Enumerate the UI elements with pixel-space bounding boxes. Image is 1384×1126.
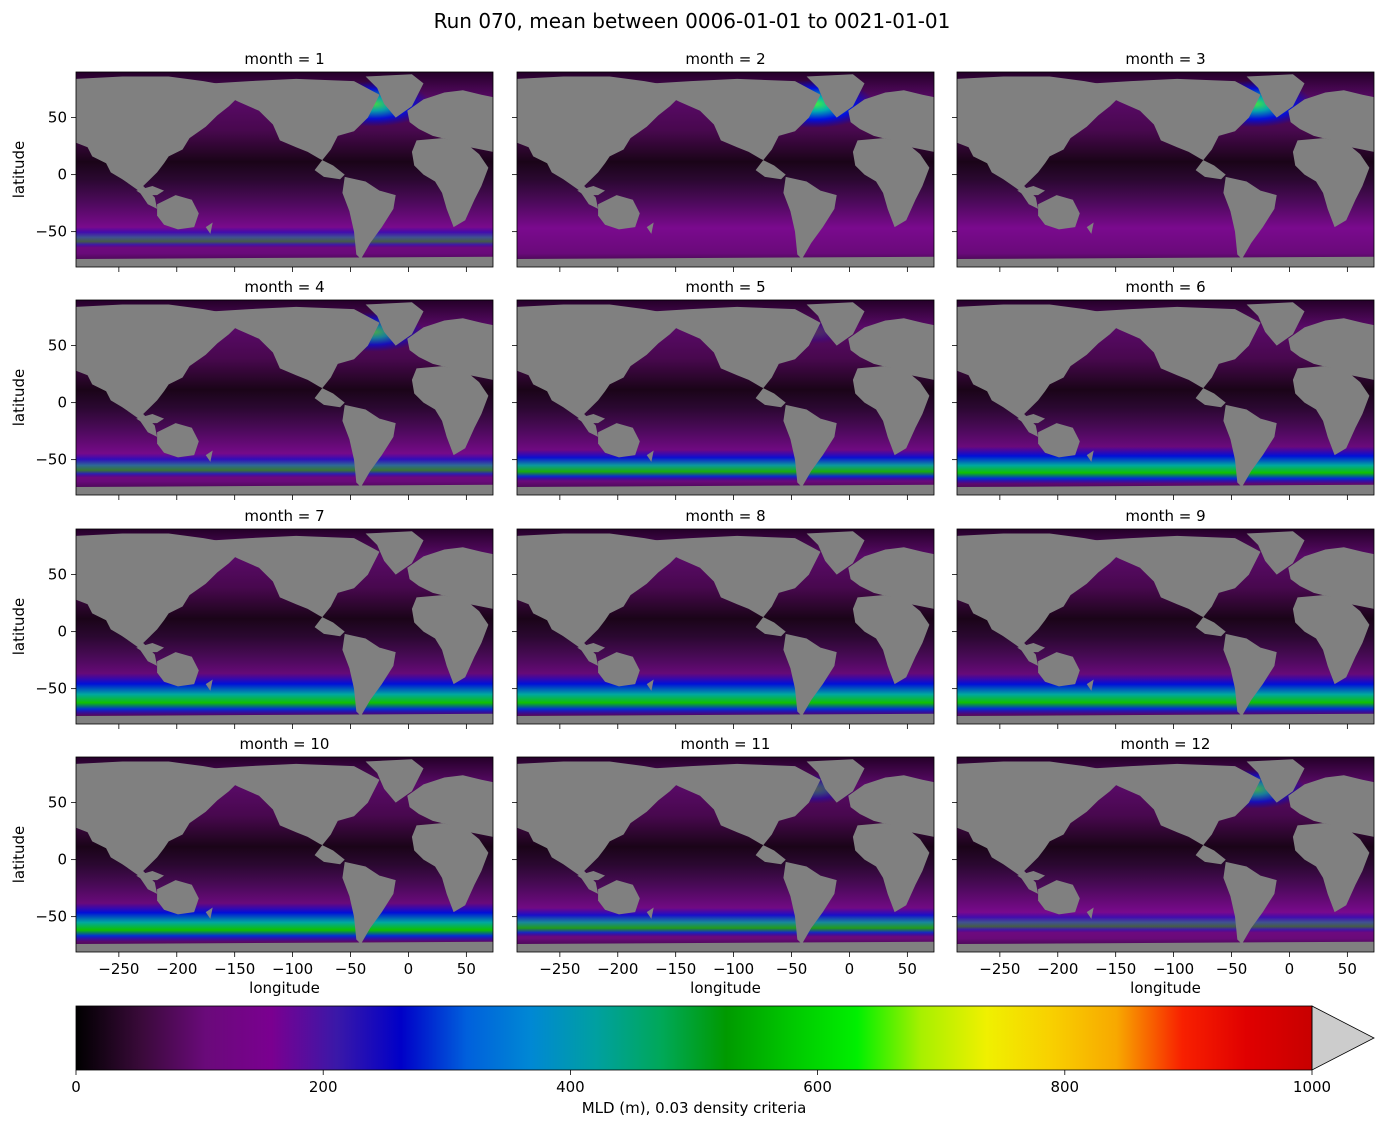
colorbar-tick-label: 0 — [71, 1078, 81, 1096]
x-tick-label: −150 — [1095, 960, 1136, 978]
x-tick-label: 0 — [404, 960, 414, 978]
map-panel-month-8: month = 8 — [512, 507, 935, 729]
x-tick-label: −150 — [655, 960, 696, 978]
colorbar-gradient — [76, 1006, 1312, 1070]
panel-title: month = 7 — [244, 507, 324, 525]
panel-frame — [516, 71, 935, 268]
x-tick-label: −100 — [1153, 960, 1194, 978]
panel-title: month = 5 — [685, 278, 765, 296]
y-axis-label: latitude — [10, 826, 28, 884]
x-tick-label: 50 — [898, 960, 917, 978]
colorbar-tick-label: 400 — [556, 1078, 585, 1096]
map-panel-month-9: month = 9 — [952, 507, 1375, 729]
colorbar-tick-label: 1000 — [1293, 1078, 1331, 1096]
y-axis-label: latitude — [10, 598, 28, 656]
x-tick-label: −100 — [713, 960, 754, 978]
panel-frame — [75, 71, 494, 268]
y-tick-label: −50 — [35, 451, 67, 469]
figure-title: Run 070, mean between 0006-01-01 to 0021… — [434, 9, 951, 33]
panel-frame — [956, 528, 1375, 725]
x-tick-label: −200 — [597, 960, 638, 978]
y-tick-label: −50 — [35, 223, 67, 241]
map-panel-month-11: month = 11 −250 −200 −150 −100 −50 0 50 longitud… — [512, 735, 935, 997]
x-axis-label: longitude — [249, 979, 320, 997]
southern-ocean-deep-mld — [517, 907, 934, 937]
y-tick-label: 0 — [57, 851, 67, 869]
map-panel-month-12: month = 12 −250 −200 −150 −100 −50 0 50 longitud… — [952, 735, 1375, 997]
x-tick-label: −100 — [272, 960, 313, 978]
southern-ocean-deep-mld — [517, 449, 934, 481]
x-axis-label: longitude — [1130, 979, 1201, 997]
panel-frame — [516, 299, 935, 496]
map-panel-month-4: month = 4 50 0 −50 latitude — [10, 278, 494, 500]
panel-title: month = 1 — [244, 50, 324, 68]
colorbar-tick-label: 200 — [309, 1078, 338, 1096]
southern-ocean-deep-mld — [76, 903, 493, 942]
panel-title: month = 3 — [1125, 50, 1205, 68]
y-tick-label: 50 — [48, 109, 67, 127]
panel-frame — [75, 528, 494, 725]
y-tick-label: 0 — [57, 166, 67, 184]
x-tick-label: −50 — [776, 960, 808, 978]
panel-frame — [956, 71, 1375, 268]
x-tick-label: −250 — [979, 960, 1020, 978]
southern-ocean-deep-mld — [957, 446, 1374, 484]
panel-title: month = 2 — [685, 50, 765, 68]
southern-ocean-deep-mld — [76, 673, 493, 716]
y-tick-label: 50 — [48, 337, 67, 355]
x-tick-label: −50 — [1216, 960, 1248, 978]
southern-ocean-deep-mld — [517, 673, 934, 716]
x-tick-label: 50 — [1338, 960, 1357, 978]
colorbar-tick-label: 800 — [1050, 1078, 1079, 1096]
y-tick-label: −50 — [35, 680, 67, 698]
panel-title: month = 10 — [240, 735, 330, 753]
panel-frame — [516, 756, 935, 953]
x-tick-label: −150 — [214, 960, 255, 978]
southern-ocean-deep-mld — [957, 673, 1374, 715]
panel-title: month = 6 — [1125, 278, 1205, 296]
x-tick-label: −200 — [1037, 960, 1078, 978]
southern-ocean-deep-mld — [957, 912, 1374, 933]
colorbar-label: MLD (m), 0.03 density criteria — [582, 1099, 807, 1117]
panel-title: month = 8 — [685, 507, 765, 525]
x-tick-label: 50 — [457, 960, 476, 978]
panel-frame — [956, 299, 1375, 496]
y-tick-label: 0 — [57, 394, 67, 412]
map-panel-month-5: month = 5 — [512, 278, 935, 500]
map-panel-month-3: month = 3 — [952, 50, 1375, 272]
x-tick-label: −200 — [156, 960, 197, 978]
x-tick-label: −50 — [335, 960, 367, 978]
colorbar-extend-arrow — [1311, 1005, 1375, 1071]
x-tick-label: 0 — [845, 960, 855, 978]
y-tick-label: 0 — [57, 623, 67, 641]
y-tick-label: 50 — [48, 794, 67, 812]
x-tick-label: −250 — [98, 960, 139, 978]
x-axis-label: longitude — [690, 979, 761, 997]
southern-ocean-deep-mld — [76, 227, 493, 248]
y-tick-label: 50 — [48, 566, 67, 584]
x-tick-label: 0 — [1285, 960, 1295, 978]
colorbar: 0 200 400 600 800 1000 MLD (m), 0.03 density … — [71, 1005, 1375, 1117]
y-tick-label: −50 — [35, 908, 67, 926]
panel-frame — [956, 756, 1375, 953]
panel-frame — [75, 299, 494, 496]
map-panel-month-7: month = 7 50 0 −50 latitude — [10, 507, 494, 729]
y-axis-label: latitude — [10, 369, 28, 427]
southern-ocean-deep-mld — [76, 453, 493, 478]
colorbar-tick-label: 600 — [803, 1078, 832, 1096]
y-axis-label: latitude — [10, 141, 28, 199]
panel-frame — [75, 756, 494, 953]
panel-title: month = 12 — [1121, 735, 1211, 753]
map-panel-month-2: month = 2 — [512, 50, 935, 272]
map-panel-month-10: month = 10 −250 −200 −150 −100 −50 0 50 longitud… — [10, 735, 494, 997]
x-tick-label: −250 — [539, 960, 580, 978]
panel-title: month = 4 — [244, 278, 324, 296]
panel-title: month = 11 — [681, 735, 771, 753]
panel-frame — [516, 528, 935, 725]
panel-title: month = 9 — [1125, 507, 1205, 525]
colorbar-frame — [75, 1005, 1313, 1071]
map-panel-month-6: month = 6 — [952, 278, 1375, 500]
map-panel-month-1: month = 1 50 0 −50 latitude — [10, 50, 494, 272]
